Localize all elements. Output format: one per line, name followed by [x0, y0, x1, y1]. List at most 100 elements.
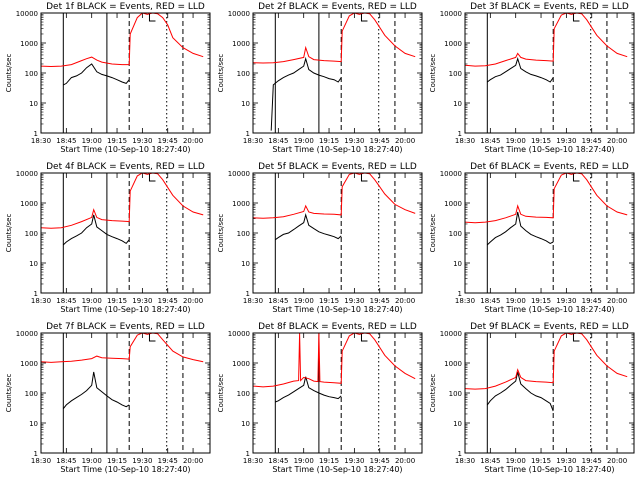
panel-title: Det 8f BLACK = Events, RED = LLD	[258, 322, 417, 332]
y-tick-label: 1000	[444, 40, 462, 48]
x-axis-label: Start Time (10-Sep-10 18:27:40)	[272, 465, 402, 474]
y-tick-label: 1000	[232, 360, 250, 368]
x-tick-label: 20:00	[395, 137, 415, 145]
bracket-marker	[148, 174, 156, 182]
bracket-marker	[572, 14, 580, 22]
y-tick-label: 100	[25, 70, 38, 78]
x-axis-label: Start Time (10-Sep-10 18:27:40)	[484, 465, 614, 474]
x-tick-label: 18:30	[455, 457, 475, 465]
panel-title: Det 1f BLACK = Events, RED = LLD	[46, 2, 205, 12]
x-tick-label: 19:30	[344, 457, 364, 465]
y-tick-label: 100	[449, 230, 462, 238]
x-tick-label: 19:45	[582, 297, 602, 305]
bracket-marker	[360, 174, 368, 182]
y-tick-label: 10	[241, 260, 250, 268]
y-tick-label: 10	[29, 420, 38, 428]
series-lld-line	[253, 13, 416, 64]
x-tick-label: 19:30	[556, 297, 576, 305]
y-tick-label: 1000	[444, 360, 462, 368]
y-tick-label: 10000	[228, 330, 250, 338]
y-tick-label: 100	[449, 70, 462, 78]
series-events-line	[275, 376, 342, 403]
y-tick-label: 1	[246, 290, 250, 298]
x-tick-label: 18:30	[243, 457, 263, 465]
plot-frame	[252, 12, 423, 134]
y-tick-label: 1000	[444, 200, 462, 208]
panel-title: Det 5f BLACK = Events, RED = LLD	[258, 162, 417, 172]
series-events-line	[275, 213, 342, 241]
x-tick-label: 18:30	[31, 457, 51, 465]
series-events-line	[62, 214, 130, 246]
y-tick-label: 10000	[440, 10, 462, 18]
x-axis-label: Start Time (10-Sep-10 18:27:40)	[484, 145, 614, 154]
x-tick-label: 20:00	[395, 297, 415, 305]
bracket-marker	[572, 174, 580, 182]
bracket-marker	[148, 334, 156, 342]
y-tick-label: 100	[237, 230, 250, 238]
panel-1: Det 1f BLACK = Events, RED = LLD Counts/s…	[5, 2, 211, 154]
bracket-marker	[148, 14, 156, 22]
x-axis-label: Start Time (10-Sep-10 18:27:40)	[60, 145, 190, 154]
series-events-line	[486, 57, 554, 83]
y-tick-label: 1	[458, 450, 462, 458]
series-lld-line	[465, 13, 628, 67]
y-axis-label: Counts/sec	[217, 54, 225, 93]
x-tick-label: 19:15	[319, 297, 339, 305]
x-tick-label: 19:15	[319, 137, 339, 145]
x-tick-label: 19:30	[344, 137, 364, 145]
y-tick-label: 10	[29, 260, 38, 268]
bracket-marker	[572, 334, 580, 342]
x-tick-label: 18:45	[480, 137, 500, 145]
y-axis-label: Counts/sec	[217, 214, 225, 253]
panel-title: Det 6f BLACK = Events, RED = LLD	[470, 162, 629, 172]
y-tick-label: 10000	[228, 10, 250, 18]
bracket-marker	[360, 334, 368, 342]
x-tick-label: 19:15	[531, 137, 551, 145]
x-tick-label: 18:30	[243, 137, 263, 145]
x-tick-label: 19:15	[319, 457, 339, 465]
x-tick-label: 19:30	[132, 457, 152, 465]
x-tick-label: 18:30	[243, 297, 263, 305]
y-tick-label: 10	[453, 420, 462, 428]
x-tick-label: 19:45	[158, 457, 178, 465]
y-tick-label: 10000	[16, 10, 38, 18]
series-lld-line	[465, 333, 628, 390]
y-tick-label: 10000	[16, 330, 38, 338]
x-tick-label: 18:45	[268, 137, 288, 145]
series-lld-line	[253, 333, 416, 388]
y-tick-label: 1	[34, 450, 38, 458]
bracket-marker	[360, 14, 368, 22]
panel-title: Det 9f BLACK = Events, RED = LLD	[470, 322, 629, 332]
y-tick-label: 100	[237, 70, 250, 78]
series-lld-line	[253, 173, 416, 219]
series-events-line	[486, 371, 554, 412]
x-tick-label: 18:45	[56, 457, 76, 465]
x-tick-label: 19:00	[294, 457, 314, 465]
x-tick-label: 18:30	[31, 137, 51, 145]
x-tick-label: 19:45	[158, 297, 178, 305]
panel-7: Det 7f BLACK = Events, RED = LLD Counts/s…	[5, 322, 211, 474]
plot-frame	[40, 172, 211, 294]
x-tick-label: 18:30	[455, 137, 475, 145]
x-tick-label: 18:45	[268, 297, 288, 305]
x-tick-label: 19:30	[556, 137, 576, 145]
y-axis-label: Counts/sec	[217, 374, 225, 413]
y-tick-label: 100	[25, 230, 38, 238]
x-tick-label: 18:30	[455, 297, 475, 305]
panel-title: Det 7f BLACK = Events, RED = LLD	[46, 322, 205, 332]
y-axis-label: Counts/sec	[5, 54, 13, 93]
y-tick-label: 1	[458, 290, 462, 298]
x-tick-label: 20:00	[183, 457, 203, 465]
panel-9: Det 9f BLACK = Events, RED = LLD Counts/s…	[429, 322, 635, 474]
series-lld-line	[41, 333, 204, 363]
x-tick-label: 19:00	[506, 457, 526, 465]
y-axis-label: Counts/sec	[429, 214, 437, 253]
series-events-line	[62, 371, 130, 410]
x-tick-label: 18:45	[480, 297, 500, 305]
y-tick-label: 1000	[232, 200, 250, 208]
x-axis-label: Start Time (10-Sep-10 18:27:40)	[484, 305, 614, 314]
x-tick-label: 19:45	[370, 457, 390, 465]
y-tick-label: 1000	[20, 360, 38, 368]
y-tick-label: 1	[34, 290, 38, 298]
